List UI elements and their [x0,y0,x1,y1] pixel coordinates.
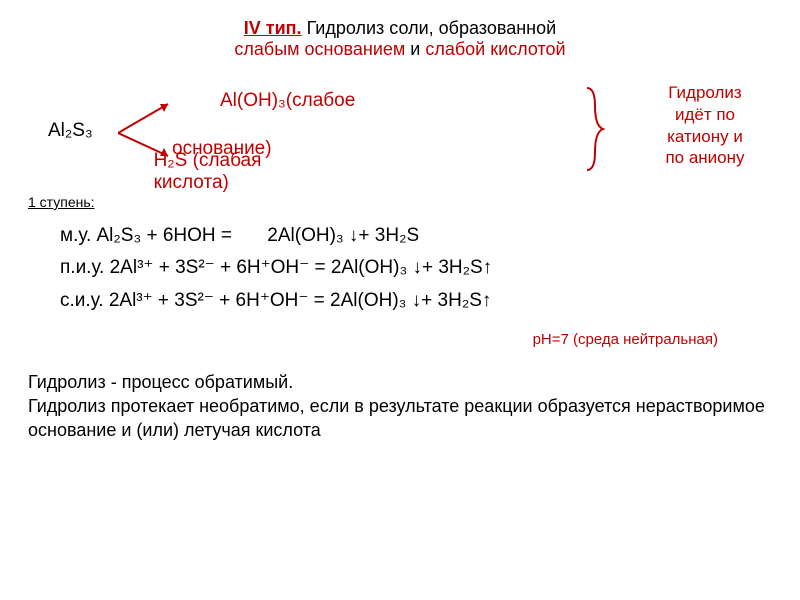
header-line2: слабым основанием и слабой кислотой [28,39,772,60]
header-red1: слабым основанием [234,39,405,59]
right-line1: Гидролиз [610,82,800,104]
h2s-weak-acid-line: основание) H₂S (слабая кислота) [172,138,272,160]
header-block: IV тип. Гидролиз соли, образованной слаб… [28,18,772,60]
al2s3-formula: Al₂S₃ [48,120,93,142]
h2s-text: H₂S (слабая кислота) [154,150,272,194]
right-line2: идёт по [610,104,800,126]
bottom-explanation: Гидролиз - процесс обратимый. Гидролиз п… [28,370,772,443]
aloh3-weak-base: Al(OH)₃(слабое [220,90,355,112]
bottom-p2: Гидролиз протекает необратимо, если в ре… [28,394,772,443]
eq1-right: 2Al(OH)₃ ↓+ 3H₂S [267,220,419,252]
header-line1: IV тип. Гидролиз соли, образованной [28,18,772,39]
ph-note: pH=7 (среда нейтральная) [28,331,718,348]
header-red2: слабой кислотой [425,39,565,59]
type-iv-label: IV тип. [244,18,302,38]
right-line3: катиону и [610,126,800,148]
bottom-p1: Гидролиз - процесс обратимый. [28,370,772,394]
step-1-label: 1 ступень: [28,194,772,210]
right-line4: по аниону [610,147,800,169]
equation-full-ionic: п.и.у. 2Al³⁺ + 3S²⁻ + 6H⁺OH⁻ = 2Al(OH)₃ … [60,252,772,284]
equation-molecular: м.у. Al₂S₃ + 6HOH = 2Al(OH)₃ ↓+ 3H₂S [60,220,772,252]
eq1-left: м.у. Al₂S₃ + 6HOH = [60,225,232,246]
curly-bracket-icon [583,86,605,172]
hydrolysis-direction-note: Гидролиз идёт по катиону и по аниону [610,82,800,169]
mid-region: Al₂S₃ Al(OH)₃(слабое основание) H₂S (сла… [28,78,772,188]
equations-block: м.у. Al₂S₃ + 6HOH = 2Al(OH)₃ ↓+ 3H₂S п.и… [60,220,772,317]
equation-net-ionic: с.и.у. 2Al³⁺ + 3S²⁻ + 6H⁺OH⁻ = 2Al(OH)₃ … [60,285,772,317]
header-black1: Гидролиз соли, образованной [302,18,557,38]
header-black2: и [405,39,425,59]
